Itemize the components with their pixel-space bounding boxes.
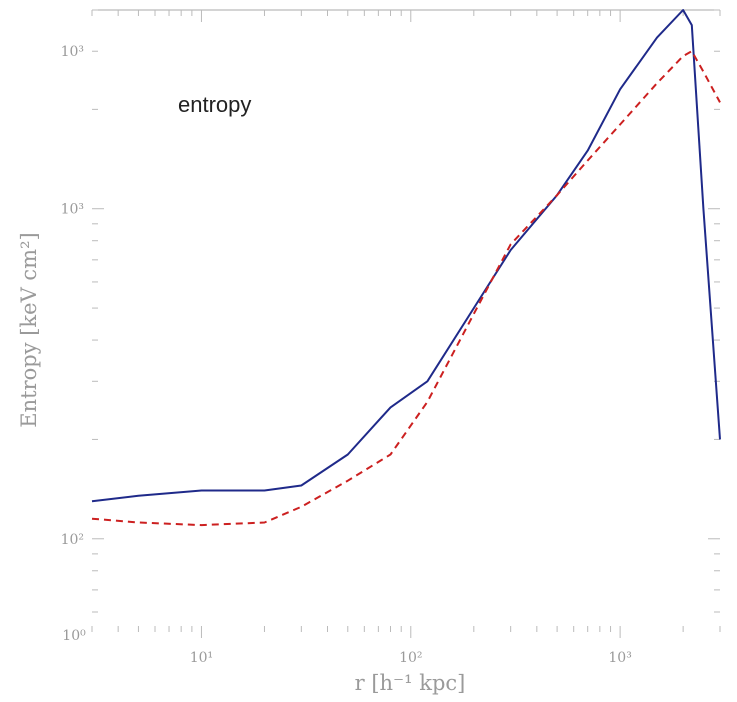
x-tick-label: 10⁰ bbox=[62, 628, 86, 644]
y-tick-label: 10² bbox=[61, 532, 84, 548]
series-line-1 bbox=[91, 50, 721, 527]
x-axis-label: r [h⁻¹ kpc] bbox=[355, 671, 466, 695]
x-tick-label: 10³ bbox=[608, 650, 631, 666]
x-tick-label: 10² bbox=[399, 650, 422, 666]
y-tick-label: 10³ bbox=[61, 202, 84, 218]
y-tick-label: 10³ bbox=[61, 44, 84, 60]
series-line-0 bbox=[91, 9, 721, 503]
x-tick-label: 10¹ bbox=[190, 650, 213, 666]
plot-area: 10⁰ 10¹ 10² 10³ 10² 10³ 10³ bbox=[61, 9, 721, 666]
annotation-label: entropy bbox=[178, 92, 251, 117]
y-axis-label: Entropy [keV cm²] bbox=[17, 232, 41, 427]
